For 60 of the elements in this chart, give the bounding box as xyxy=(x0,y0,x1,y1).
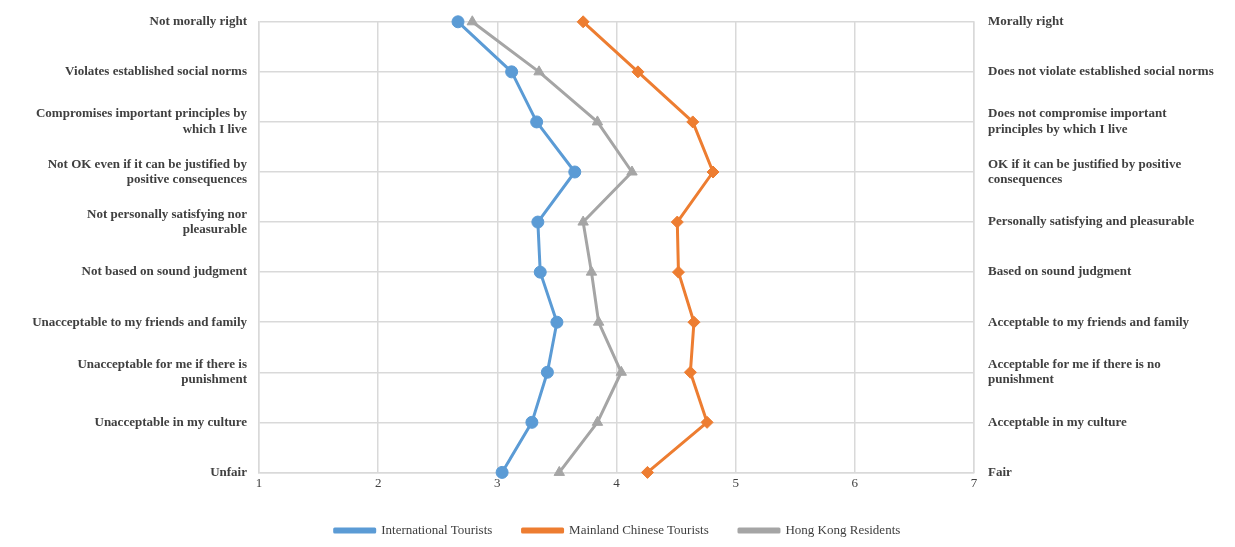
y-tick-label: Unfair xyxy=(210,463,248,479)
x-tick-label: 5 xyxy=(732,474,739,490)
point xyxy=(576,15,590,29)
point xyxy=(706,165,720,179)
y2-tick-label: Fair xyxy=(988,463,1013,479)
point xyxy=(451,15,465,29)
y-tick-label: Not OK even if it can be justified by positive consequences xyxy=(47,155,248,187)
y-tick-label: Violates established social norms xyxy=(65,63,247,79)
x-tick-label: 6 xyxy=(851,474,859,490)
x-tick-label: 7 xyxy=(970,474,978,490)
x-tick-label: 2 xyxy=(374,474,382,490)
y2-tick-label: Acceptable for me if there is no punishment xyxy=(988,355,1161,387)
y-tick-label: Compromises important principles by which I live xyxy=(35,105,248,137)
point xyxy=(553,465,565,476)
point xyxy=(540,365,554,379)
x-tick-label: 4 xyxy=(613,474,621,490)
x-tick-label: 1 xyxy=(255,474,263,490)
legend-label: Mainland Chinese Tourists xyxy=(569,521,709,537)
y2-tick-label: Does not compromise important principles by which I live xyxy=(988,105,1168,137)
point xyxy=(505,65,519,79)
y-tick-label: Not morally right xyxy=(149,13,248,29)
y-tick-label: Not personally satisfying nor pleasurable xyxy=(87,205,248,237)
point xyxy=(550,315,564,329)
point xyxy=(686,115,700,129)
point xyxy=(687,315,701,329)
point xyxy=(531,215,545,229)
y2-tick-label: Morally right xyxy=(988,13,1065,29)
point xyxy=(466,15,478,26)
point xyxy=(591,115,604,126)
legend-label: Hong Kong Residents xyxy=(785,521,901,537)
point xyxy=(568,165,582,179)
y-tick-label: Not based on sound judgment xyxy=(81,263,248,279)
point xyxy=(495,465,509,479)
x-tick-label: 3 xyxy=(494,474,501,490)
point xyxy=(683,365,697,379)
y2-tick-label: Personally satisfying and pleasurable xyxy=(988,213,1195,229)
y2-tick-label: Acceptable in my culture xyxy=(988,413,1127,429)
y2-tick-label: OK if it can be justified by positive consequences xyxy=(988,155,1182,187)
y2-tick-label: Acceptable to my friends and family xyxy=(988,313,1190,329)
point xyxy=(530,115,544,129)
point xyxy=(700,415,714,429)
y2-tick-label: Based on sound judgment xyxy=(988,263,1133,279)
point xyxy=(640,465,654,479)
point xyxy=(585,265,598,276)
point xyxy=(577,215,589,226)
y2-tick-label: Does not violate established social norms xyxy=(988,63,1214,79)
point xyxy=(533,265,547,279)
point xyxy=(525,415,539,429)
point xyxy=(592,315,605,326)
point xyxy=(591,415,604,426)
point xyxy=(631,65,645,79)
point xyxy=(626,165,638,176)
y-tick-label: Unacceptable to my friends and family xyxy=(32,313,248,329)
point xyxy=(670,215,684,229)
point xyxy=(533,65,545,76)
point xyxy=(671,265,685,279)
y-tick-label: Unacceptable for me if there is punishment xyxy=(77,355,248,387)
point xyxy=(615,365,627,376)
y-tick-label: Unacceptable in my culture xyxy=(94,413,248,429)
legend-label: International Tourists xyxy=(381,521,493,537)
